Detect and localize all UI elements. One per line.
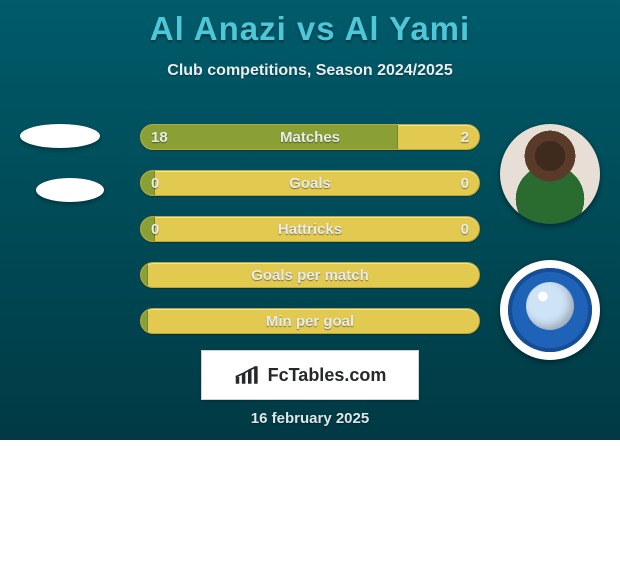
stat-bar-right-value: 2 [461,125,469,150]
stat-bar-label: Goals [141,171,479,196]
bars-icon [234,364,262,386]
generated-date: 16 february 2025 [0,410,620,427]
stat-bar: Min per goal [140,308,480,334]
club-badge-inner [508,268,592,352]
club-badge [500,260,600,360]
stat-bar-label: Hattricks [141,217,479,242]
player-right-avatar [500,124,600,224]
stat-bar-left-fill [141,309,148,333]
subtitle: Club competitions, Season 2024/2025 [0,62,620,80]
stat-bar-right-value: 0 [461,171,469,196]
stat-bar-label: Min per goal [141,309,479,334]
stat-bar: Hattricks00 [140,216,480,242]
page-title: Al Anazi vs Al Yami [0,10,620,48]
site-logo: FcTables.com [201,350,419,400]
stat-bar-left-fill [141,125,398,149]
stat-bar: Matches182 [140,124,480,150]
stat-bar: Goals per match [140,262,480,288]
stat-bar-label: Goals per match [141,263,479,288]
player-left-avatar-1 [20,124,100,148]
player-left-avatar-2 [36,178,104,202]
stat-bar-left-fill [141,263,148,287]
comparison-bars: Matches182Goals00Hattricks00Goals per ma… [140,124,480,354]
stat-bar: Goals00 [140,170,480,196]
stat-bar-right-value: 0 [461,217,469,242]
site-logo-text: FcTables.com [268,365,387,386]
stat-bar-left-fill [141,171,155,195]
comparison-card: Al Anazi vs Al Yami Club competitions, S… [0,0,620,440]
stat-bar-left-fill [141,217,155,241]
